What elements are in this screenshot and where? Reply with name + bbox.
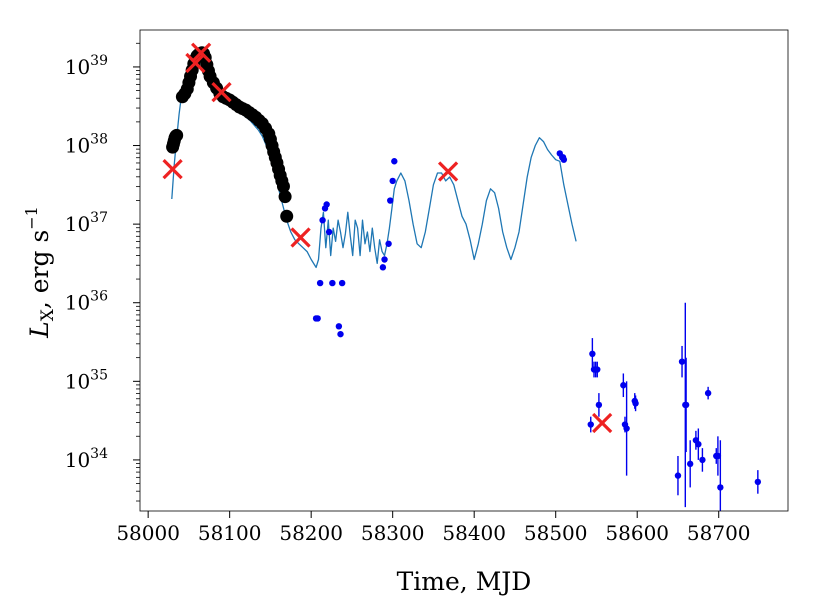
observation-point [389, 177, 396, 185]
observation-point [682, 401, 690, 409]
selected-epoch-marker [185, 52, 206, 74]
dense-data-point [278, 190, 292, 204]
selected-epoch-marker [191, 42, 212, 63]
observation-point [329, 279, 336, 287]
observation-point [714, 452, 722, 460]
y-tick-label: 1036 [65, 289, 108, 315]
x-axis-title: Time, MJD [397, 567, 532, 596]
plot-frame [139, 29, 789, 512]
x-axis: 58000 58100 58200 58300 58400 58500 58600 58700 [116, 511, 751, 545]
observation-point [381, 256, 388, 263]
observation-point [325, 228, 333, 236]
y-axis-title-main: L [25, 321, 54, 339]
y-tick-base: 10 [65, 291, 90, 315]
plot-elements [162, 42, 762, 511]
observation-point [560, 156, 568, 163]
observation-point [704, 389, 712, 397]
y-tick-base: 10 [65, 55, 90, 79]
y-tick-exponent: 35 [90, 367, 108, 383]
y-tick-base: 10 [65, 448, 90, 472]
observation-point [632, 400, 639, 407]
y-tick-base: 10 [65, 212, 90, 236]
x-tick-label: 58000 [116, 521, 180, 545]
y-axis-title: LX, erg s−1 [22, 206, 58, 339]
x-tick-label: 58200 [279, 521, 343, 545]
marker-stroke [592, 412, 613, 434]
y-tick-label: 1037 [65, 210, 108, 236]
observation-point [337, 330, 344, 338]
observation-point [678, 358, 686, 365]
y-tick-label: 1034 [65, 446, 108, 472]
selected-epoch-marker [162, 158, 183, 180]
marker-stroke [185, 52, 206, 74]
x-tick-label: 58100 [198, 521, 262, 545]
y-tick-exponent: 39 [90, 53, 108, 69]
observation-point [587, 421, 594, 428]
y-axis-title-sub: X [38, 308, 58, 321]
observation-point [391, 158, 398, 165]
observation-point [754, 478, 762, 486]
observation-point [589, 350, 596, 358]
y-tick-exponent: 36 [90, 289, 108, 305]
observation-point [314, 315, 321, 322]
model-light-curve [171, 50, 577, 269]
y-axis-title-units: , erg s [25, 230, 54, 309]
observation-point [338, 279, 346, 287]
y-tick-label: 1039 [65, 53, 108, 79]
y-tick-label: 1038 [65, 132, 108, 158]
selected-epoch-marker [290, 227, 311, 248]
y-tick-exponent: 38 [90, 132, 108, 148]
observation-point [695, 440, 702, 448]
y-tick-exponent: 34 [90, 446, 108, 462]
selected-epoch-marker [437, 161, 459, 182]
marker-stroke [162, 158, 183, 180]
observation-point [335, 323, 343, 330]
x-tick-label: 58700 [687, 521, 751, 545]
observation-point [316, 279, 324, 287]
observation-point [699, 456, 706, 464]
observation-point [323, 201, 330, 208]
marker-stroke [290, 227, 311, 248]
observation-point [387, 197, 394, 204]
observation-point [623, 425, 630, 432]
observation-point [674, 472, 682, 479]
x-tick-label: 58300 [361, 521, 425, 545]
marker-stroke [437, 161, 459, 182]
observation-point [595, 401, 603, 409]
y-tick-base: 10 [65, 134, 90, 158]
y-tick-label: 1035 [65, 367, 108, 393]
marker-stroke [191, 42, 212, 63]
y-tick-base: 10 [65, 369, 90, 393]
selected-epoch-marker [211, 81, 232, 103]
y-axis-title-exp: −1 [22, 206, 41, 230]
dense-data-point [276, 179, 290, 193]
observation-point [594, 366, 601, 373]
observation-point [379, 264, 387, 271]
dense-data-point [280, 209, 294, 223]
marker-stroke [211, 81, 232, 103]
dense-data-point [170, 128, 184, 142]
y-tick-exponent: 37 [90, 210, 108, 226]
observation-point [686, 460, 694, 468]
selected-epoch-marker [592, 412, 613, 434]
observation-point [717, 484, 724, 491]
observation-point [385, 240, 392, 247]
x-tick-label: 58400 [442, 521, 506, 545]
observation-point [620, 382, 627, 389]
x-tick-label: 58600 [605, 521, 669, 545]
observation-point [319, 216, 326, 224]
x-tick-label: 58500 [524, 521, 588, 545]
